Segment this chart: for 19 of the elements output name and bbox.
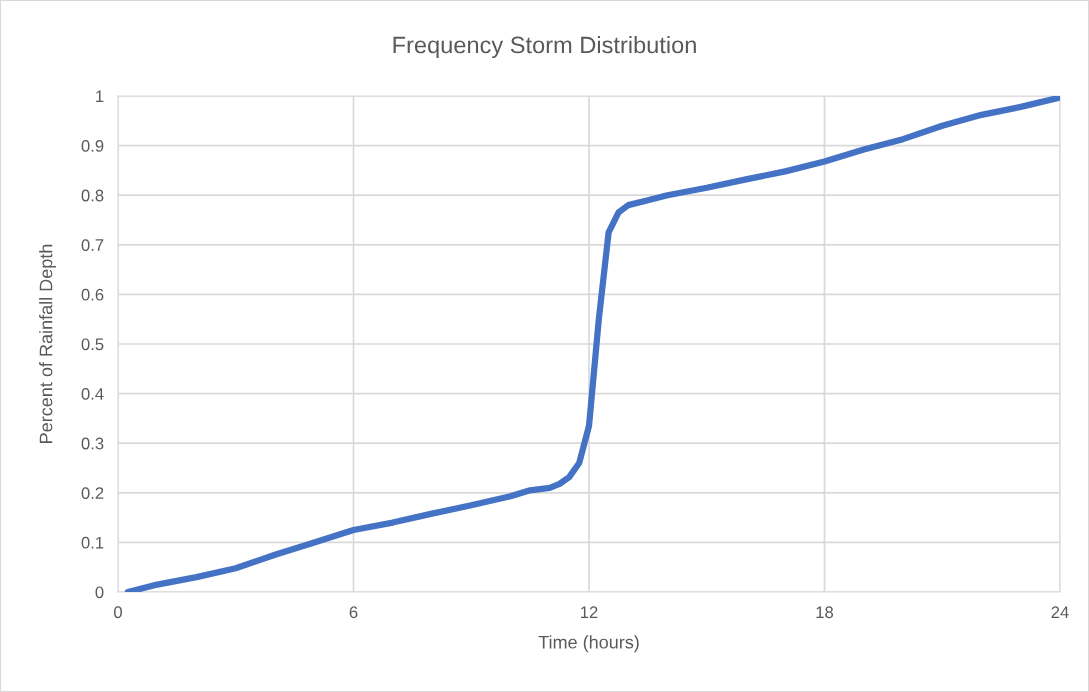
x-tick-label: 24 (1051, 606, 1069, 618)
x-tick-label: 0 (114, 606, 122, 619)
y-axis-title: Percent of Rainfall Depth (39, 244, 56, 443)
y-tick-label: 0.2 (81, 487, 104, 499)
chart-title: Frequency Storm Distribution (393, 36, 696, 59)
y-tick-label: 0.9 (81, 140, 104, 152)
y-tick-label: 0.3 (81, 437, 104, 450)
y-tick-label: 0 (95, 586, 104, 599)
y-tick-label: 0.7 (81, 239, 104, 251)
x-tick-label: 18 (816, 606, 834, 619)
y-tick-label: 0.5 (81, 338, 104, 351)
x-axis-title: Time (hours) (538, 635, 639, 653)
y-tick-label: 0.6 (81, 288, 104, 301)
y-tick-label: 0.4 (81, 388, 104, 400)
y-tick-label: 0.1 (81, 536, 104, 549)
x-tick-label: 12 (581, 606, 598, 618)
x-tick-label: 6 (349, 606, 358, 619)
y-tick-label: 0.8 (81, 189, 104, 202)
y-tick-label: 1 (96, 90, 104, 103)
